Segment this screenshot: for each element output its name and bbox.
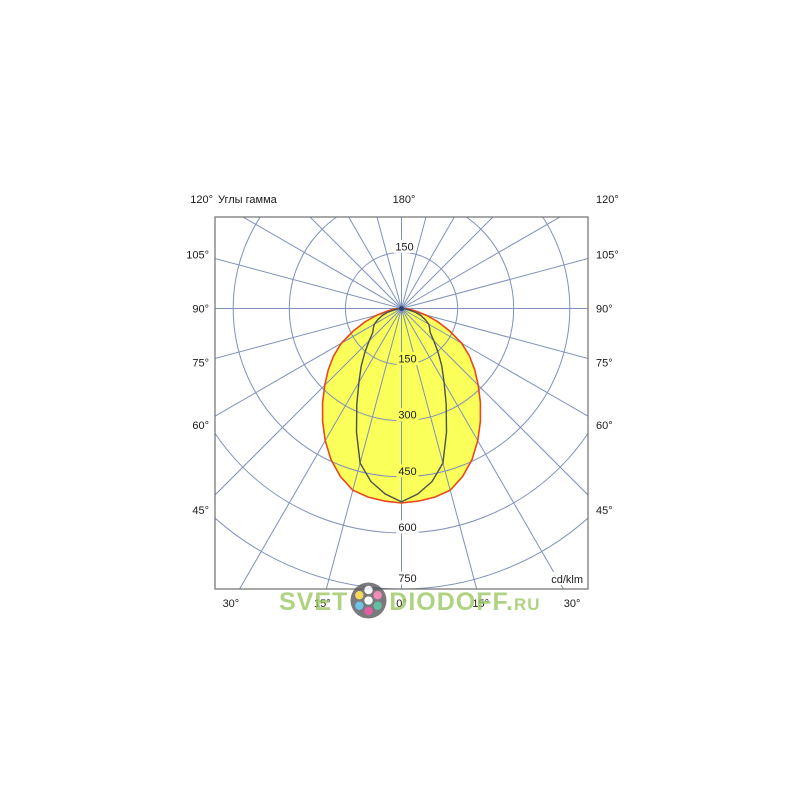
radial-value-label-bg — [396, 408, 419, 422]
radial-value-label-bg — [396, 520, 419, 534]
gamma-angle-label-bottom: 30° — [564, 598, 581, 610]
gamma-angle-label-right: 60° — [596, 420, 613, 432]
gamma-angle-label-left: 60° — [192, 420, 209, 432]
units-label: cd/klm — [551, 574, 583, 586]
gamma-angle-label-right: 105° — [596, 250, 619, 262]
gamma-angle-label-left: 105° — [186, 250, 209, 262]
gamma-angle-label-bottom: 30° — [223, 598, 240, 610]
gamma-angle-label-bottom: 15° — [314, 598, 331, 610]
grid-radial-line — [401, 308, 588, 496]
grid-radial-line — [401, 217, 455, 309]
gamma-angle-label-right: 45° — [596, 505, 613, 517]
gamma-angle-label-right: 75° — [596, 357, 613, 369]
watermark-logo-icon — [350, 582, 387, 619]
radial-value-label-bg — [396, 464, 419, 478]
radial-value-label: 150 — [395, 241, 413, 253]
radial-value-label: 300 — [398, 410, 416, 422]
radial-value-label: 450 — [398, 466, 416, 478]
logo-dot — [364, 585, 373, 595]
plot-area — [215, 217, 588, 589]
grid-radial-line — [242, 217, 402, 309]
gamma-angle-label-bottom: 15° — [472, 598, 489, 610]
gamma-angle-label-left: 90° — [192, 304, 209, 316]
logo-dot — [373, 601, 383, 610]
grid-radial-line — [309, 217, 402, 309]
gamma-angle-label-top-right: 120° — [596, 194, 619, 206]
grid-radial-line — [348, 217, 402, 309]
watermark: SVET DIODOFF.RU — [279, 582, 541, 624]
gamma-angle-label-bottom: 0° — [396, 598, 407, 610]
grid-radial-line — [238, 308, 402, 589]
radial-value-label-bg — [393, 239, 416, 253]
gamma-angle-label-left: 45° — [192, 505, 209, 517]
grid-radial-line — [401, 217, 494, 309]
logo-dot — [355, 601, 364, 610]
grid-radial-line — [401, 308, 565, 589]
radial-value-label: 750 — [398, 573, 416, 585]
grid-radial-line — [215, 308, 402, 359]
grid-radial-line — [215, 308, 402, 496]
radial-value-label: 150 — [398, 354, 416, 366]
gamma-angle-label-left: 75° — [192, 357, 209, 369]
gamma-angle-label-top-center: 180° — [393, 194, 416, 206]
outer-curve — [321, 307, 482, 504]
radial-value-label-bg — [396, 352, 419, 366]
chart-title: Углы гамма — [218, 194, 278, 206]
logo-dot — [373, 590, 383, 600]
inner-curve — [355, 307, 448, 503]
units-label-bg — [549, 572, 585, 585]
grid-radial-line — [401, 217, 561, 309]
logo-dot — [355, 590, 364, 600]
watermark-text-prefix: SVET — [279, 588, 349, 616]
grid-radial-line — [401, 258, 588, 309]
grid-radial-line — [401, 308, 588, 359]
grid-radial-line — [401, 217, 427, 309]
grid-radial-line — [376, 217, 402, 309]
center-point — [399, 306, 404, 311]
gamma-angle-label-top-left: 120° — [190, 194, 213, 206]
gamma-angle-label-right: 90° — [596, 304, 613, 316]
grid-radial-line — [325, 308, 402, 589]
radial-value-label: 600 — [398, 522, 416, 534]
grid-radial-line — [215, 258, 402, 309]
logo-dot — [364, 596, 373, 605]
logo-dot — [364, 606, 373, 616]
grid-radial-line — [401, 308, 478, 589]
plot-border — [214, 216, 589, 590]
watermark-text-suffix: RU — [513, 595, 541, 614]
watermark-text-main: DIODOFF. — [389, 588, 514, 616]
radial-value-label-bg — [396, 571, 419, 585]
